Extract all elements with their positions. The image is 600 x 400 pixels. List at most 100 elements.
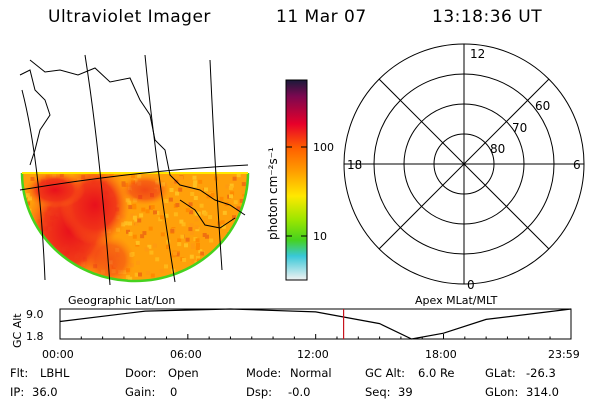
- image-pixel: [25, 260, 30, 265]
- image-pixel: [240, 271, 245, 276]
- image-pixel: [49, 271, 54, 276]
- image-pixel: [139, 213, 144, 218]
- image-pixel: [56, 268, 61, 273]
- image-pixel: [193, 196, 198, 200]
- image-pixel: [191, 272, 196, 277]
- image-pixel: [240, 260, 245, 265]
- image-pixel: [178, 187, 183, 192]
- image-pixel: [238, 229, 243, 234]
- image-pixel: [228, 185, 233, 190]
- image-pixel: [236, 206, 241, 211]
- image-pixel: [198, 179, 203, 184]
- image-pixel: [199, 203, 204, 208]
- image-pixel: [43, 243, 48, 248]
- flt-label: Flt:: [10, 366, 28, 380]
- image-pixel: [46, 249, 51, 254]
- image-pixel: [175, 275, 179, 280]
- image-pixel: [208, 215, 213, 220]
- image-pixel: [131, 174, 135, 178]
- ip-value: 36.0: [32, 385, 58, 399]
- image-pixel: [140, 234, 145, 239]
- colorbar-label: photon cm⁻²s⁻¹: [266, 147, 280, 240]
- image-pixel: [126, 229, 130, 234]
- image-pixel: [216, 261, 221, 266]
- image-date: 11 Mar 07: [276, 7, 367, 27]
- image-pixel: [179, 175, 183, 180]
- mlat-label-60: 60: [535, 99, 550, 113]
- image-pixel: [148, 226, 153, 231]
- image-pixel: [22, 226, 26, 231]
- image-pixel: [164, 199, 169, 204]
- image-pixel: [188, 202, 193, 207]
- image-pixel: [225, 184, 230, 189]
- image-pixel: [233, 266, 238, 271]
- image-pixel: [244, 222, 248, 226]
- mlat-label-80: 80: [490, 142, 505, 156]
- image-pixel: [239, 198, 244, 203]
- image-pixel: [136, 260, 141, 265]
- image-pixel: [181, 280, 186, 281]
- mlt-label-12: 12: [470, 47, 485, 61]
- image-pixel: [25, 259, 30, 264]
- mlt-label-18: 18: [347, 158, 362, 172]
- image-pixel: [62, 265, 67, 270]
- image-pixel: [203, 211, 208, 216]
- image-pixel: [232, 246, 237, 251]
- image-pixel: [195, 238, 200, 243]
- image-pixel: [220, 220, 225, 225]
- image-pixel: [245, 245, 248, 250]
- image-pixel: [142, 231, 147, 236]
- image-pixel: [241, 182, 246, 187]
- image-pixel: [138, 272, 142, 277]
- seq-label: Seq:: [365, 385, 391, 399]
- image-pixel: [53, 255, 58, 260]
- image-pixel: [227, 238, 232, 243]
- colorbar: 100 10 photon cm⁻²s⁻¹: [266, 79, 334, 281]
- image-pixel: [206, 194, 211, 199]
- altitude-curve: [59, 308, 572, 340]
- image-pixel: [72, 273, 77, 278]
- image-pixel: [100, 280, 105, 281]
- image-pixel: [196, 256, 200, 260]
- image-pixel: [232, 215, 236, 220]
- image-pixel: [188, 227, 193, 232]
- image-pixel: [27, 281, 31, 285]
- image-pixel: [159, 269, 164, 273]
- timeline-frame: [59, 308, 572, 340]
- image-pixel: [22, 241, 27, 246]
- image-pixel: [192, 274, 197, 279]
- mode-label: Mode:: [246, 366, 281, 380]
- image-pixel: [32, 246, 37, 251]
- image-pixel: [153, 210, 157, 215]
- gcalt-label: GC Alt:: [365, 366, 405, 380]
- image-pixel: [50, 253, 55, 258]
- image-pixel: [197, 279, 202, 281]
- image-pixel: [215, 273, 220, 277]
- glon-label: GLon:: [485, 385, 518, 399]
- image-pixel: [236, 173, 241, 178]
- image-pixel: [145, 209, 150, 214]
- door-value: Open: [168, 366, 199, 380]
- image-pixel: [130, 213, 135, 218]
- image-pixel: [170, 181, 175, 186]
- image-pixel: [58, 274, 62, 279]
- image-pixel: [239, 221, 244, 226]
- seq-value: 39: [398, 385, 413, 399]
- door-label: Door:: [125, 366, 156, 380]
- image-pixel: [186, 184, 191, 189]
- gain-label: Gain:: [125, 385, 155, 399]
- image-pixel: [45, 274, 50, 279]
- image-pixel: [177, 242, 182, 247]
- image-pixel: [28, 240, 33, 244]
- image-pixel: [134, 219, 139, 224]
- mlat-label-70: 70: [512, 121, 527, 135]
- image-pixel: [40, 274, 44, 279]
- image-pixel: [229, 278, 234, 281]
- image-pixel: [192, 183, 197, 188]
- image-pixel: [209, 279, 214, 281]
- timeline-ylabel: GC Alt: [11, 313, 24, 348]
- image-pixel: [245, 242, 248, 247]
- image-pixel: [191, 259, 196, 264]
- polar-panel-label: Apex MLat/MLT: [415, 294, 498, 307]
